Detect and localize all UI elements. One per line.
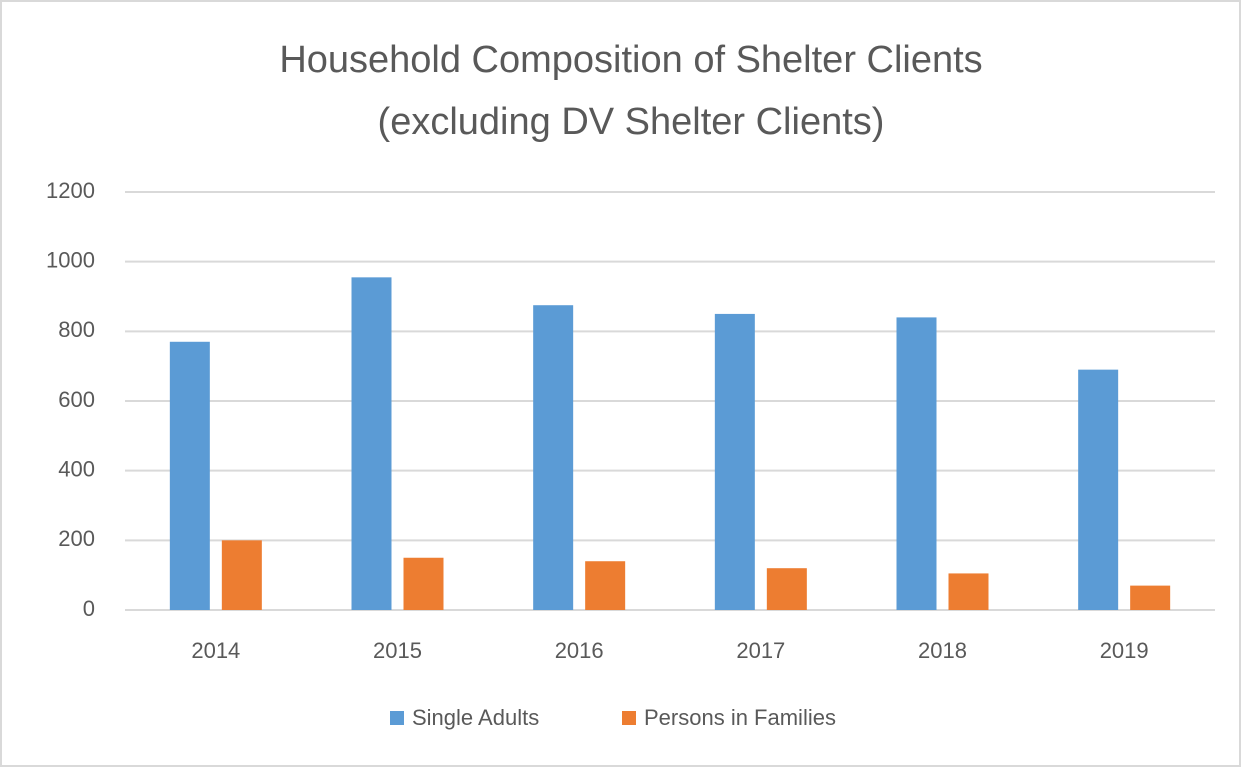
legend-swatch [622,711,636,725]
x-tick-label: 2019 [1100,638,1149,663]
x-tick-label: 2017 [736,638,785,663]
chart-title: Household Composition of Shelter Clients [279,39,982,81]
x-tick-label: 2015 [373,638,422,663]
y-tick-label: 1200 [46,178,95,203]
y-tick-label: 0 [83,596,95,621]
y-tick-label: 400 [58,456,95,481]
bar [351,277,392,610]
legend-label: Persons in Families [644,705,836,730]
bar [403,557,444,610]
x-tick-label: 2014 [191,638,240,663]
y-tick-label: 800 [58,317,95,342]
y-tick-label: 600 [58,387,95,412]
x-tick-label: 2016 [555,638,604,663]
y-tick-label: 1000 [46,247,95,272]
x-tick-label: 2018 [918,638,967,663]
legend-swatch [390,711,404,725]
bar [896,317,937,610]
bar [169,341,210,610]
bar [1078,369,1119,610]
bar [221,540,262,610]
legend-label: Single Adults [412,705,539,730]
y-tick-label: 200 [58,526,95,551]
bar [533,305,574,610]
bar [585,561,626,610]
bar [714,313,755,610]
chart-title: (excluding DV Shelter Clients) [378,101,885,143]
bar [766,568,807,610]
bar [948,573,989,610]
bar [1130,585,1171,610]
